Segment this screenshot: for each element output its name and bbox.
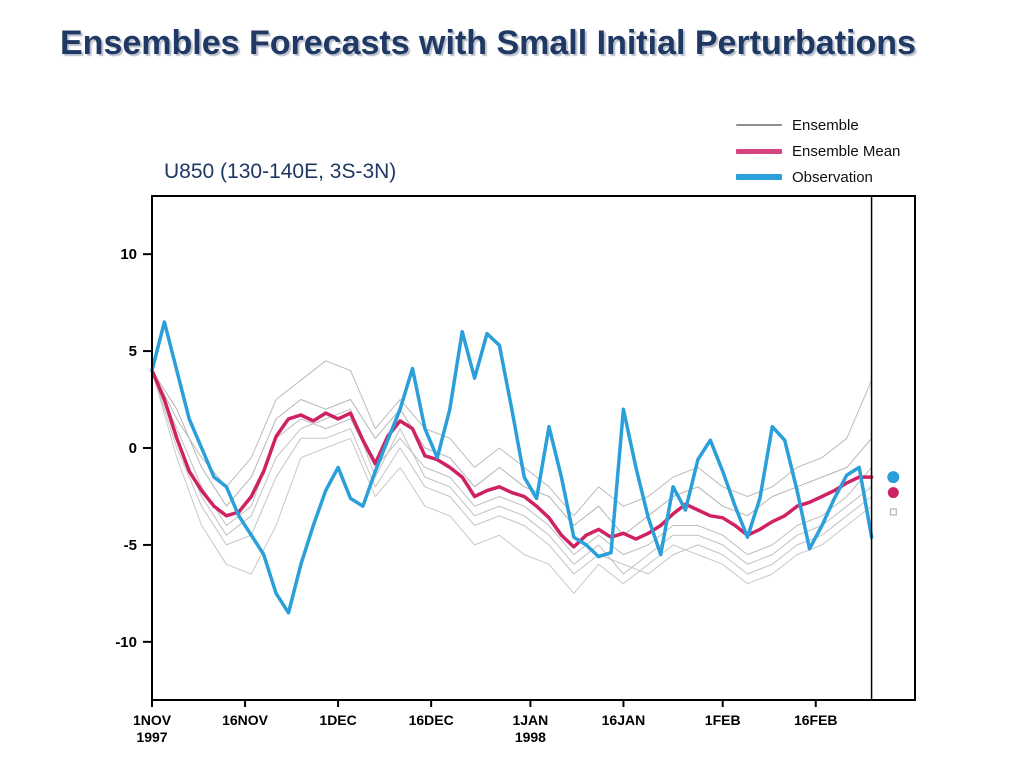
ensemble-mean-endpoint-marker xyxy=(887,487,899,499)
series-ensemble xyxy=(151,370,873,536)
series-ensemble xyxy=(151,370,873,575)
series-ensemble xyxy=(151,370,873,594)
series-ensemble xyxy=(151,370,873,575)
x-tick-label: 1JAN xyxy=(512,712,548,728)
legend-label-ensemble: Ensemble xyxy=(792,116,859,134)
series-mean xyxy=(150,368,874,549)
observation-line-swatch xyxy=(736,174,782,180)
series-ensemble xyxy=(151,360,873,517)
chart-legend: Ensemble Ensemble Mean Observation xyxy=(736,112,900,190)
x-tick-label: 16NOV xyxy=(222,712,269,728)
x-tick-sublabel: 1997 xyxy=(136,729,167,745)
x-tick-sublabel: 1998 xyxy=(515,729,546,745)
x-tick-label: 16JAN xyxy=(602,712,646,728)
legend-label-observation: Observation xyxy=(792,168,873,186)
x-tick-label: 16DEC xyxy=(409,712,454,728)
legend-item-ensemble: Ensemble xyxy=(736,112,900,138)
chart-title: U850 (130-140E, 3S-3N) xyxy=(164,160,397,183)
plot-frame xyxy=(151,195,916,701)
y-tick-label: -5 xyxy=(124,537,137,554)
legend-item-ensemble-mean: Ensemble Mean xyxy=(736,138,900,164)
x-tick-label: 1DEC xyxy=(319,712,356,728)
ensemble-endpoint-marker xyxy=(889,508,897,516)
legend-item-observation: Observation xyxy=(736,164,900,190)
y-tick-label: 0 xyxy=(129,440,137,457)
slide-title: Ensembles Forecasts with Small Initial P… xyxy=(60,24,916,62)
y-tick-label: -10 xyxy=(115,634,137,651)
ensemble-line-swatch xyxy=(736,124,782,126)
observation-endpoint-marker xyxy=(887,471,900,484)
ensemble-mean-line-swatch xyxy=(736,148,782,154)
x-tick-label: 1FEB xyxy=(705,712,741,728)
series-observation xyxy=(150,320,874,615)
x-tick-label: 16FEB xyxy=(794,712,838,728)
y-tick-label: 10 xyxy=(120,246,137,263)
chart-area: 10 5 0 -5 -10 1NOV 1997 16NOV 1DEC 16DEC 1JAN 1998 1… xyxy=(95,190,930,756)
x-tick-label: 1NOV xyxy=(133,712,172,728)
legend-label-ensemble-mean: Ensemble Mean xyxy=(792,142,901,160)
y-tick-label: 5 xyxy=(129,343,137,360)
